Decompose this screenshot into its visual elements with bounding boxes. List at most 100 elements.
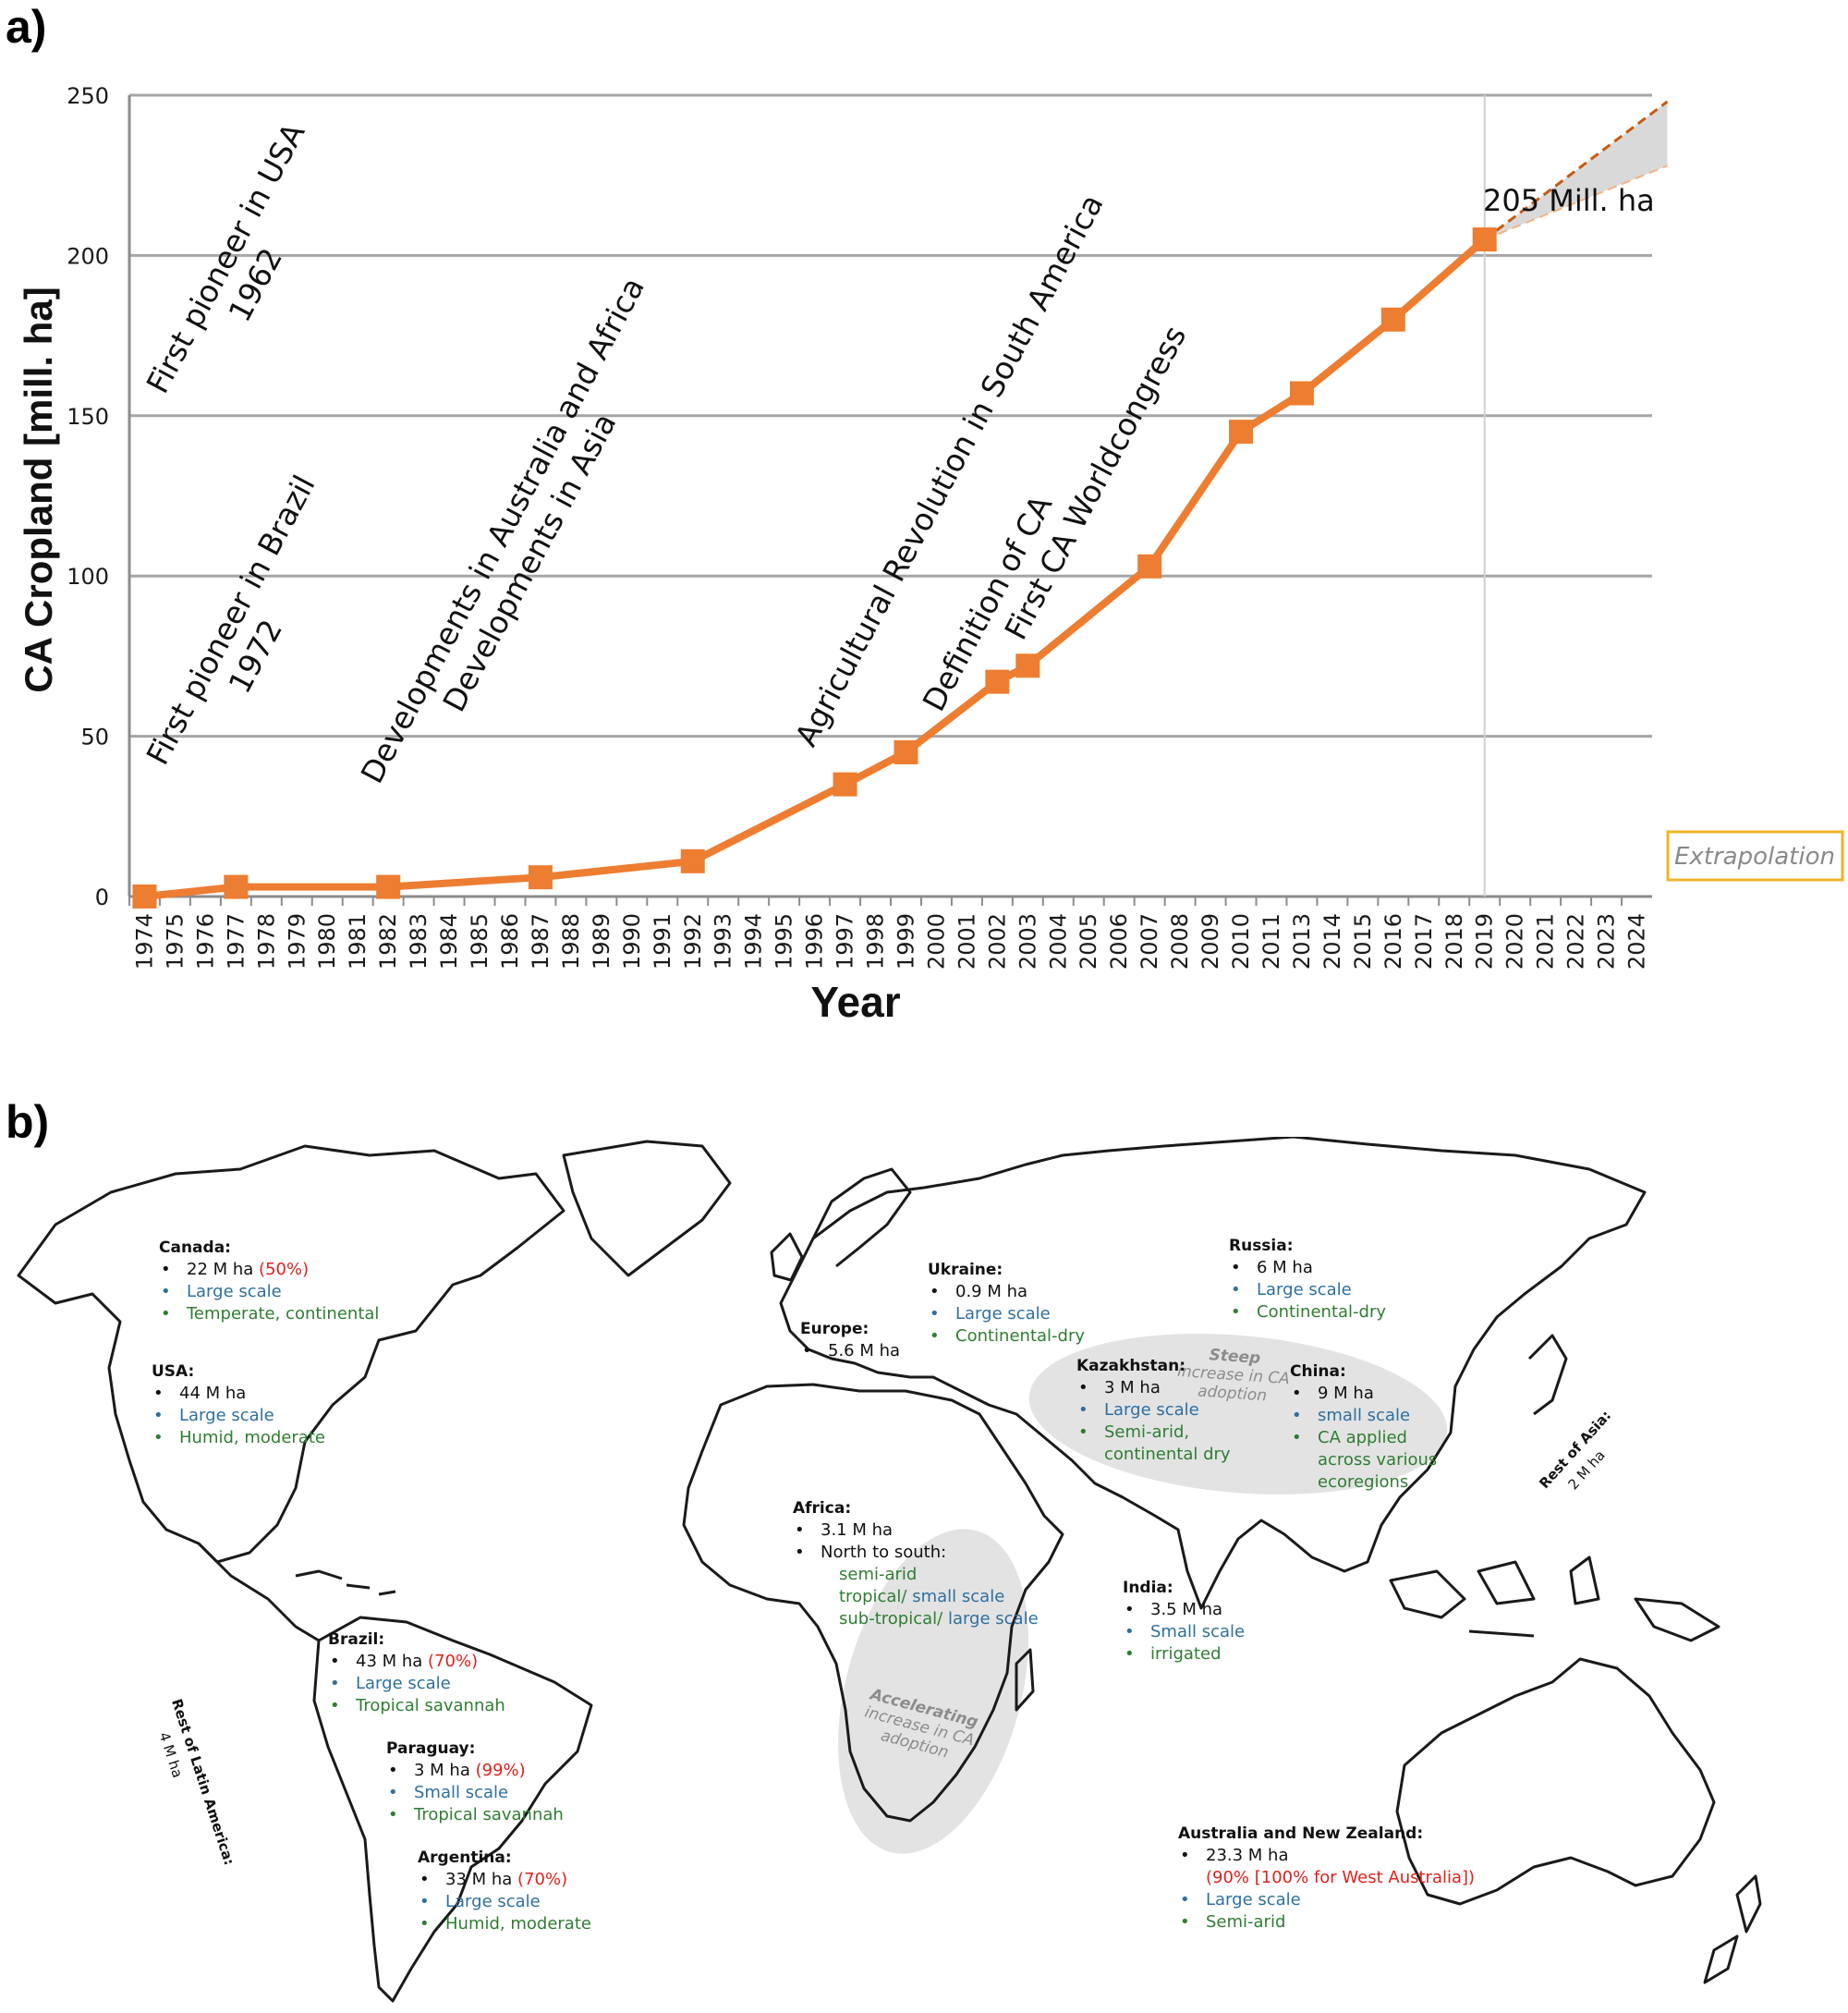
india-name: India: bbox=[1123, 1579, 1173, 1597]
data-point-marker bbox=[1472, 227, 1497, 252]
china-name: China: bbox=[1290, 1362, 1346, 1381]
world-map bbox=[17, 1137, 1762, 2003]
milestone-text: Developments in Australia and Africa bbox=[354, 272, 651, 789]
x-tick-label: 1976 bbox=[192, 913, 218, 970]
milestone-text: First CA Worldcongress bbox=[997, 320, 1193, 645]
x-tick-label: 2014 bbox=[1319, 913, 1345, 970]
scandinavia-outline bbox=[811, 1167, 912, 1268]
region-ukraine: Ukraine: • 0.9 M ha • Large scale • Continenta… bbox=[928, 1259, 1085, 1348]
europe-name: Europe: bbox=[800, 1320, 869, 1338]
india-detail: • 3.5 M ha bbox=[1125, 1600, 1223, 1619]
region-russia: Russia: • 6 M ha • Large scale • Continental-d… bbox=[1229, 1235, 1386, 1324]
argentina-detail: • 33 M ha (70%) bbox=[419, 1870, 568, 1889]
x-tick-label: 1987 bbox=[528, 913, 553, 970]
x-tick-label: 1985 bbox=[467, 913, 492, 970]
central-america-outline bbox=[197, 1542, 320, 1642]
x-tick-label: 1997 bbox=[833, 913, 858, 970]
milestone-text: First pioneer in Brazil bbox=[140, 470, 322, 771]
canada-detail: • Temperate, continental bbox=[161, 1304, 380, 1324]
x-tick-label: 1984 bbox=[436, 913, 462, 970]
x-tick-label: 1982 bbox=[375, 913, 401, 970]
x-tick-label: 1995 bbox=[772, 913, 797, 970]
x-tick-label: 2000 bbox=[923, 913, 949, 970]
region-brazil: Brazil: • 43 M ha (70%) • Large scale • Tropic… bbox=[328, 1629, 505, 1717]
data-point-marker bbox=[680, 848, 705, 873]
data-point-marker bbox=[985, 669, 1010, 694]
kazakhstan-detail-cont: continental dry bbox=[1104, 1445, 1231, 1464]
data-point-marker bbox=[376, 874, 401, 899]
russia-detail: • 6 M ha bbox=[1231, 1258, 1313, 1277]
panel-a-label: a) bbox=[6, 1, 47, 53]
data-point-marker bbox=[1229, 420, 1254, 445]
ukraine-detail: • 0.9 M ha bbox=[930, 1282, 1028, 1301]
africa-small-scale: small scale bbox=[912, 1587, 1005, 1606]
x-tick-label: 2016 bbox=[1380, 913, 1406, 970]
africa-tropical: tropical/ bbox=[839, 1587, 913, 1606]
usa-detail: • Humid, moderate bbox=[153, 1428, 325, 1447]
x-tick-label: 1991 bbox=[650, 913, 675, 970]
africa-subtropical: sub-tropical/ bbox=[839, 1609, 948, 1629]
x-tick-label: 2015 bbox=[1350, 913, 1376, 970]
argentina-detail: • Large scale bbox=[419, 1892, 541, 1911]
steep-adoption-zone bbox=[1028, 1334, 1448, 1494]
africa-large-scale: large scale bbox=[947, 1609, 1039, 1629]
data-point-marker bbox=[224, 874, 249, 899]
kazakhstan-detail: • Large scale bbox=[1078, 1400, 1199, 1420]
russia-detail: • Continental-dry bbox=[1231, 1302, 1387, 1322]
x-tick-label: 2009 bbox=[1198, 913, 1223, 970]
region-africa: Africa: • 3.1 M ha • North to south: semi-… bbox=[793, 1499, 1039, 1629]
panel-b-label: b) bbox=[6, 1096, 50, 1148]
x-tick-label: 2004 bbox=[1045, 913, 1071, 970]
accelerating-adoption-zone bbox=[838, 1529, 1028, 1854]
australia-outline bbox=[1395, 1657, 1716, 1906]
data-point-marker bbox=[528, 865, 553, 890]
indonesia-outline bbox=[1389, 1556, 1600, 1638]
x-tick-label: 1994 bbox=[741, 913, 767, 970]
eurasia-outline bbox=[779, 1137, 1647, 1610]
russia-name: Russia: bbox=[1229, 1237, 1294, 1255]
kazakhstan-name: Kazakhstan: bbox=[1076, 1357, 1186, 1375]
x-tick-label: 1993 bbox=[711, 913, 736, 970]
north-america-outline bbox=[17, 1144, 565, 1564]
x-tick-label: 1983 bbox=[406, 913, 432, 970]
x-tick-label: 1981 bbox=[345, 913, 371, 970]
x-tick-label: 2005 bbox=[1076, 913, 1101, 970]
russia-detail: • Large scale bbox=[1231, 1280, 1352, 1299]
usa-name: USA: bbox=[152, 1362, 195, 1381]
x-tick-label: 1979 bbox=[284, 913, 310, 970]
region-australia: Australia and New Zealand: • 23.3 M ha (90%… bbox=[1178, 1823, 1475, 1934]
data-point-marker bbox=[1015, 653, 1040, 678]
region-europe: Europe: • 5.6 M ha bbox=[800, 1318, 900, 1362]
madagascar-outline bbox=[1015, 1648, 1035, 1712]
x-tick-label: 1992 bbox=[680, 913, 706, 970]
region-usa: USA: • 44 M ha • Large scale • Humid, moderate bbox=[152, 1360, 325, 1449]
africa-name: Africa: bbox=[793, 1499, 852, 1518]
cropland-line-chart: 1974 1975 1976 1977 1978 1979 1980 1981 1982 1983… bbox=[17, 83, 1844, 1026]
x-tick-label: 1996 bbox=[802, 913, 828, 970]
region-paraguay: Paraguay: • 3 M ha (99%) • Small scale • Tropi… bbox=[386, 1738, 564, 1826]
x-tick-label: 2017 bbox=[1411, 913, 1437, 970]
data-point-marker bbox=[833, 772, 857, 797]
x-tick-label: 2001 bbox=[954, 913, 979, 970]
brazil-name: Brazil: bbox=[328, 1630, 385, 1649]
x-axis-title: Year bbox=[810, 978, 900, 1026]
brazil-detail: • 43 M ha (70%) bbox=[330, 1652, 479, 1671]
kazakhstan-detail: • Semi-arid, bbox=[1078, 1422, 1190, 1442]
region-india: India: • 3.5 M ha • Small scale • irrigated bbox=[1123, 1577, 1245, 1665]
y-tick-label: 150 bbox=[67, 404, 109, 430]
region-kazakhstan: Kazakhstan: • 3 M ha • Large scale • Semi-arid… bbox=[1076, 1355, 1231, 1466]
greenland-outline bbox=[562, 1140, 732, 1277]
usa-detail: • 44 M ha bbox=[153, 1384, 247, 1403]
new-guinea-outline bbox=[1634, 1597, 1720, 1642]
usa-detail: • Large scale bbox=[153, 1406, 274, 1425]
data-point-marker bbox=[1380, 307, 1405, 332]
africa-gradient: North to south: bbox=[821, 1543, 947, 1562]
x-tick-label: 1989 bbox=[589, 913, 614, 970]
japan-outline bbox=[1527, 1334, 1568, 1416]
europe-detail: • 5.6 M ha bbox=[802, 1341, 901, 1360]
region-canada: Canada: • 22 M ha (50%) • Large scale • Temper… bbox=[159, 1237, 379, 1325]
kazakhstan-detail: • 3 M ha bbox=[1078, 1378, 1161, 1397]
india-detail: • Small scale bbox=[1125, 1622, 1246, 1641]
